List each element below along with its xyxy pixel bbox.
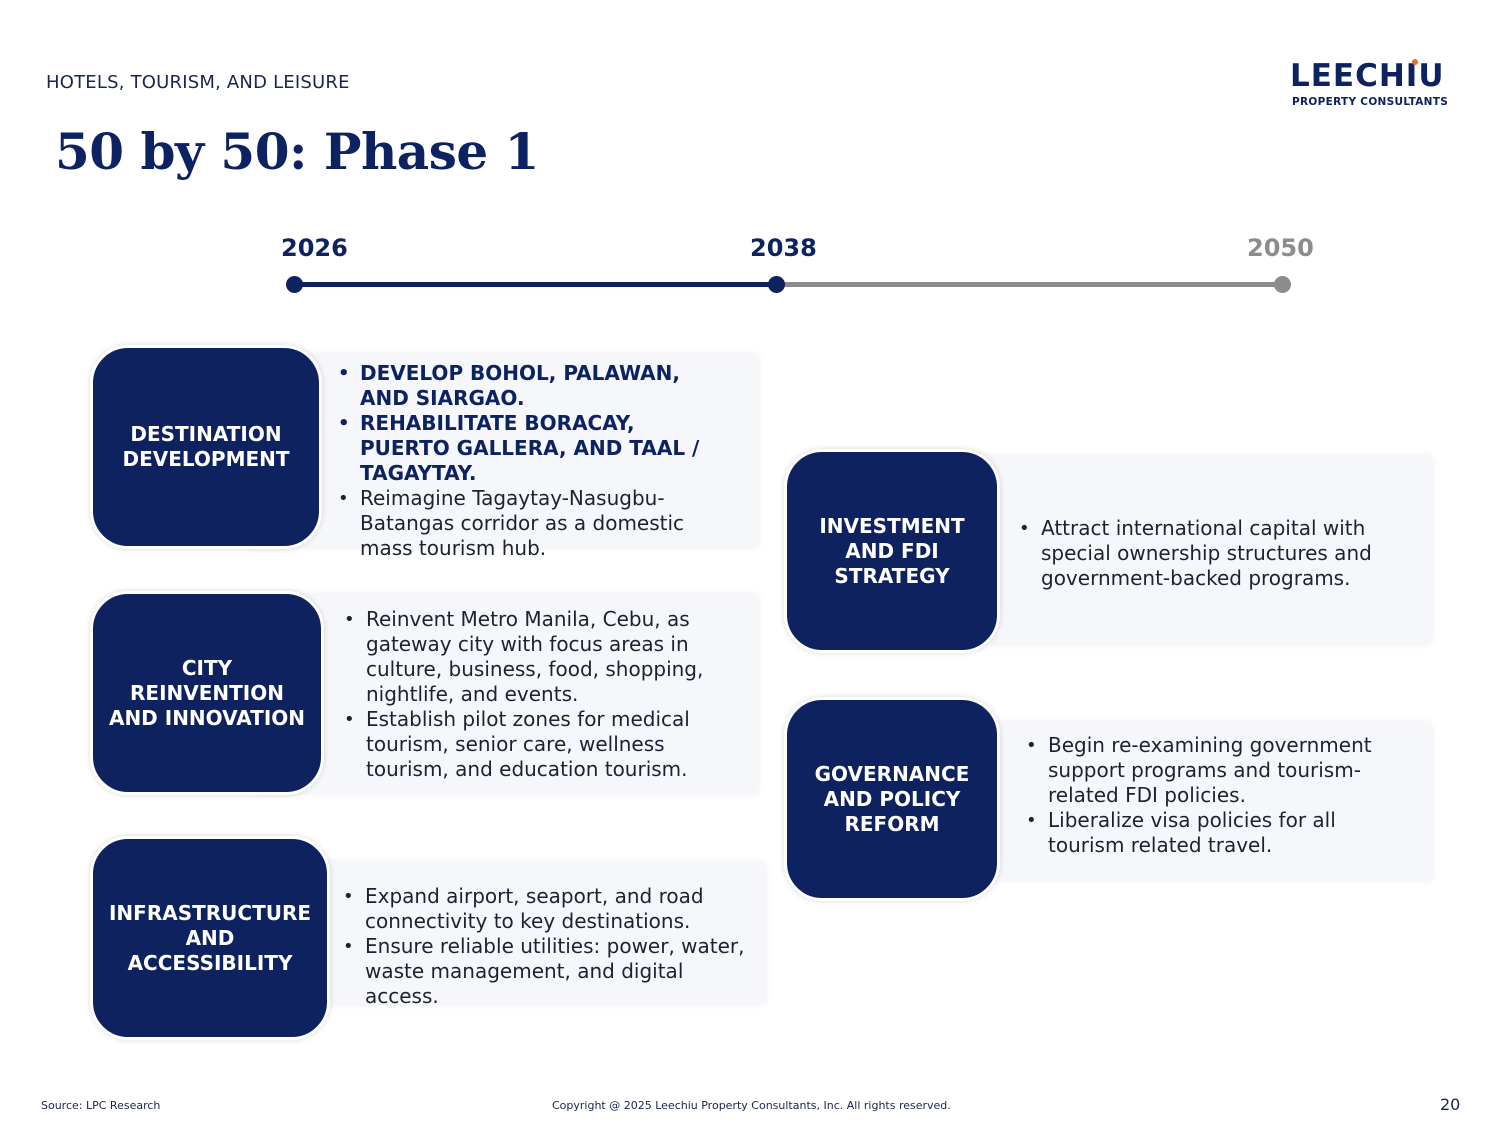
source-note: Source: LPC Research	[41, 1099, 161, 1112]
investment-bullets: Attract international capital with speci…	[1019, 516, 1399, 591]
list-item: Reimagine Tagaytay-Nasugbu-Batangas corr…	[338, 486, 730, 561]
timeline-year-mid: 2038	[750, 234, 817, 262]
list-item: Liberalize visa policies for all tourism…	[1026, 808, 1406, 858]
list-item: Begin re-examining government support pr…	[1026, 733, 1406, 808]
list-item: Ensure reliable utilities: power, water,…	[343, 934, 753, 1009]
timeline-dot-mid-icon	[768, 276, 785, 293]
governance-badge: GOVERNANCE AND POLICY REFORM	[784, 697, 1000, 901]
list-item: Attract international capital with speci…	[1019, 516, 1399, 591]
logo-accent-dot-icon	[1412, 59, 1418, 65]
list-item: Reinvent Metro Manila, Cebu, as gateway …	[344, 607, 730, 707]
copyright-note: Copyright @ 2025 Leechiu Property Consul…	[552, 1099, 951, 1112]
city-reinvention-badge: CITY REINVENTION AND INNOVATION	[90, 591, 324, 795]
governance-bullets: Begin re-examining government support pr…	[1026, 733, 1406, 858]
timeline-future-segment	[776, 282, 1282, 287]
page-number: 20	[1440, 1095, 1461, 1114]
list-item: Establish pilot zones for medical touris…	[344, 707, 730, 782]
timeline-active-segment	[294, 282, 776, 287]
city-reinvention-bullets: Reinvent Metro Manila, Cebu, as gateway …	[344, 607, 730, 782]
pillar-label: GOVERNANCE AND POLICY REFORM	[814, 761, 970, 836]
destination-development-bullets: DEVELOP BOHOL, PALAWAN, AND SIARGAO. REH…	[338, 361, 730, 561]
pillar-label: INFRASTRUCTURE AND ACCESSIBILITY	[108, 900, 312, 975]
list-item: DEVELOP BOHOL, PALAWAN, AND SIARGAO.	[338, 361, 730, 411]
infrastructure-bullets: Expand airport, seaport, and road connec…	[343, 884, 753, 1009]
timeline-year-start: 2026	[281, 234, 348, 262]
timeline-year-end: 2050	[1247, 234, 1314, 262]
company-logo: LEECHIU PROPERTY CONSULTANTS	[1290, 58, 1450, 110]
section-label: HOTELS, TOURISM, AND LEISURE	[46, 72, 350, 93]
pillar-label: CITY REINVENTION AND INNOVATION	[108, 655, 306, 730]
timeline: 2026 2038 2050	[0, 0, 1500, 300]
timeline-dot-start-icon	[286, 276, 303, 293]
list-item: REHABILITATE BORACAY, PUERTO GALLERA, AN…	[338, 411, 730, 486]
investment-badge: INVESTMENT AND FDI STRATEGY	[784, 449, 1000, 653]
logo-tagline: PROPERTY CONSULTANTS	[1292, 96, 1449, 108]
logo-name: LEECHIU	[1290, 58, 1445, 94]
pillar-label: INVESTMENT AND FDI STRATEGY	[819, 513, 965, 588]
pillar-label: DESTINATION DEVELOPMENT	[122, 422, 290, 471]
infrastructure-badge: INFRASTRUCTURE AND ACCESSIBILITY	[90, 836, 330, 1040]
list-item: Expand airport, seaport, and road connec…	[343, 884, 753, 934]
timeline-dot-end-icon	[1274, 276, 1291, 293]
page-title: 50 by 50: Phase 1	[55, 122, 539, 181]
destination-development-badge: DESTINATION DEVELOPMENT	[90, 345, 322, 549]
